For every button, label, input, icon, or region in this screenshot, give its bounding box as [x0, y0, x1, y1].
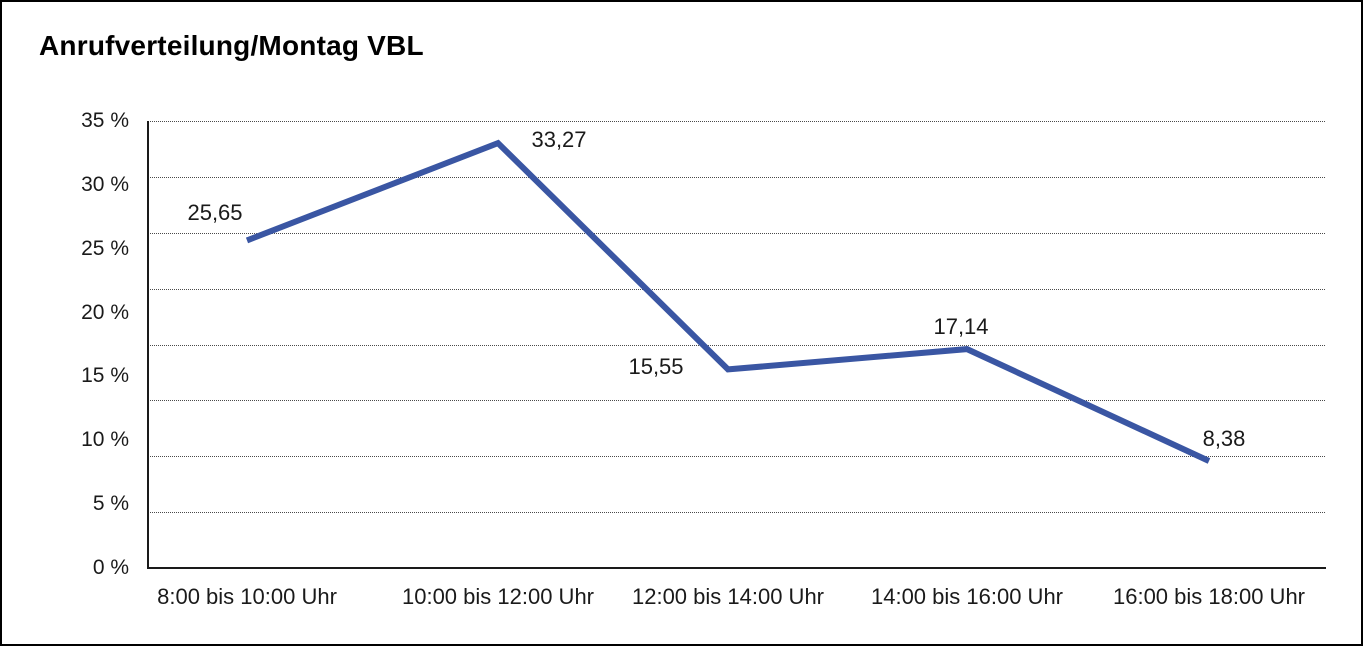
data-label: 33,27: [531, 127, 587, 153]
x-tick-label: 12:00 bis 14:00 Uhr: [631, 584, 825, 609]
gridline: [148, 121, 1325, 122]
series-line: [245, 139, 1211, 464]
y-axis-line: [147, 121, 149, 569]
x-tick-label: 10:00 bis 12:00 Uhr: [401, 584, 595, 609]
y-tick-label: 25 %: [81, 236, 129, 260]
gridline: [148, 400, 1325, 402]
x-axis-line: [147, 567, 1326, 569]
gridline: [148, 512, 1325, 514]
data-label: 15,55: [628, 354, 684, 380]
y-tick-label: 0 %: [92, 556, 129, 579]
y-tick-label: 10 %: [81, 428, 129, 452]
gridline: [148, 344, 1325, 346]
y-tick-label: 35 %: [81, 109, 129, 132]
x-tick-label: 8:00 bis 10:00 Uhr: [157, 584, 337, 609]
data-label: 8,38: [1202, 425, 1246, 451]
y-tick-label: 15 %: [81, 364, 129, 388]
chart-title: Anrufverteilung/Montag VBL: [39, 30, 424, 61]
gridline: [148, 232, 1325, 234]
y-tick-label: 30 %: [81, 172, 129, 196]
y-tick-label: 5 %: [92, 492, 129, 516]
data-label: 25,65: [187, 200, 243, 226]
gridline: [148, 456, 1325, 458]
gridline: [148, 176, 1325, 178]
y-tick-label: 20 %: [81, 300, 129, 324]
gridline: [148, 288, 1325, 290]
x-tick-label: 16:00 bis 18:00 Uhr: [1112, 584, 1306, 609]
data-label: 17,14: [933, 314, 989, 340]
x-tick-label: 14:00 bis 16:00 Uhr: [870, 584, 1064, 609]
